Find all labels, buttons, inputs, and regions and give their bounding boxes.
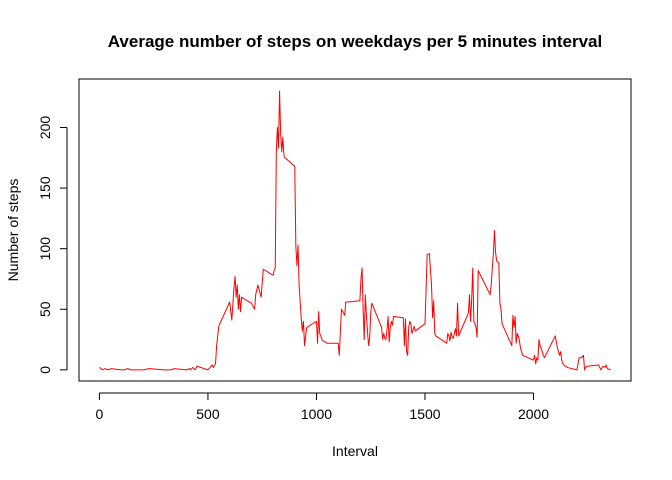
y-axis-label: Number of steps — [5, 179, 21, 282]
chart-title: Average number of steps on weekdays per … — [108, 32, 602, 51]
x-tick-label: 1000 — [301, 406, 332, 422]
x-tick-label: 500 — [196, 406, 220, 422]
x-tick-label: 1500 — [409, 406, 440, 422]
y-tick-label: 200 — [37, 116, 53, 140]
x-axis-label: Interval — [332, 443, 378, 459]
plot-frame — [78, 78, 632, 382]
y-tick-label: 0 — [37, 366, 53, 374]
x-tick-label: 0 — [96, 406, 104, 422]
x-tick-label: 2000 — [518, 406, 549, 422]
y-tick-label: 50 — [37, 301, 53, 317]
series-layer — [99, 90, 611, 371]
y-tick-label: 100 — [37, 237, 53, 261]
y-axis: 0 50 100 150 200 — [37, 116, 68, 374]
y-tick-label: 150 — [37, 176, 53, 200]
series-line — [99, 90, 611, 371]
x-axis: 0 500 1000 1500 2000 — [96, 392, 549, 422]
